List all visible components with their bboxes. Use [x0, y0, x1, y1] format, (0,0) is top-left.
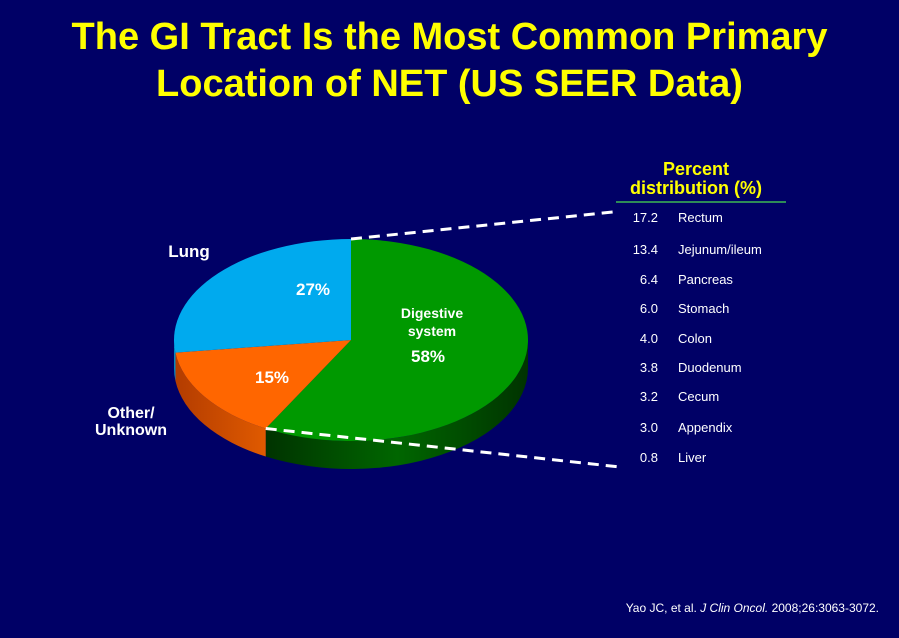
- citation: Yao JC, et al. J Clin Oncol. 2008;26:306…: [626, 601, 879, 615]
- digestive-label-line1: Digestive: [401, 305, 463, 321]
- title-line-2: Location of NET (US SEER Data): [156, 63, 743, 105]
- distribution-value: 4.0: [639, 331, 658, 346]
- distribution-header-line2: distribution (%): [630, 178, 762, 198]
- lung-outside-label: Lung: [168, 242, 210, 261]
- pie-slice-other: [175, 340, 351, 429]
- distribution-value: 6.4: [639, 272, 658, 287]
- citation-details: 2008;26:3063-3072.: [771, 601, 879, 615]
- pie-top-group: [173, 239, 528, 441]
- distribution-site: Rectum: [678, 210, 723, 225]
- distribution-value: 17.2: [632, 210, 658, 225]
- distribution-site: Appendix: [678, 420, 733, 435]
- other-outside-label-line1: Other/: [107, 405, 155, 422]
- distribution-site: Pancreas: [678, 272, 733, 287]
- title-line-1: The GI Tract Is the Most Common Primary: [71, 16, 828, 58]
- pie-slice-digestive: [265, 239, 528, 441]
- distribution-value: 3.2: [639, 389, 658, 404]
- connector-line-top: [350, 210, 614, 241]
- distribution-site: Duodenum: [678, 360, 742, 375]
- digestive-label-line2: system: [408, 323, 456, 339]
- distribution-site: Jejunum/ileum: [678, 242, 762, 257]
- distribution-site: Liver: [678, 450, 707, 465]
- slide-title: The GI Tract Is the Most Common Primary …: [0, 14, 899, 108]
- distribution-value: 6.0: [639, 301, 658, 316]
- connector-line-bottom: [265, 427, 621, 469]
- pie-slice-other-side: [175, 352, 266, 457]
- distribution-value: 3.0: [639, 420, 658, 435]
- distribution-header-line1: Percent: [662, 159, 730, 179]
- other-outside-label-line2: Unknown: [95, 422, 167, 439]
- other-percent-label: 15%: [255, 368, 289, 387]
- distribution-site: Colon: [678, 331, 712, 346]
- pie-slice-lung-side: [174, 340, 176, 381]
- lung-percent-label: 27%: [296, 280, 330, 299]
- distribution-site: Cecum: [678, 389, 720, 404]
- distribution-header: Percent distribution (%): [616, 160, 776, 198]
- digestive-percent-label: 58%: [411, 347, 445, 366]
- distribution-site: Stomach: [678, 301, 730, 316]
- citation-journal: J Clin Oncol.: [700, 601, 769, 615]
- distribution-value: 13.4: [632, 242, 658, 257]
- distribution-value: 0.8: [639, 450, 658, 465]
- pie-depth-group: [174, 340, 528, 469]
- pie-slice-lung: [173, 239, 351, 353]
- connector-lines: [265, 210, 621, 469]
- distribution-value: 3.8: [639, 360, 658, 375]
- citation-authors: Yao JC, et al.: [625, 601, 697, 615]
- pie-slice-digestive-side: [265, 340, 528, 469]
- distribution-header-rule: [616, 201, 786, 203]
